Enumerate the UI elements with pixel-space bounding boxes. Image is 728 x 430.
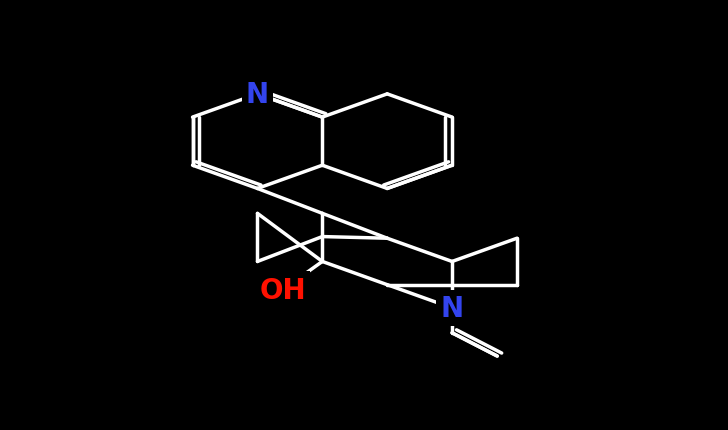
Text: N: N	[246, 81, 269, 109]
Text: OH: OH	[259, 276, 306, 304]
Text: N: N	[440, 294, 464, 322]
